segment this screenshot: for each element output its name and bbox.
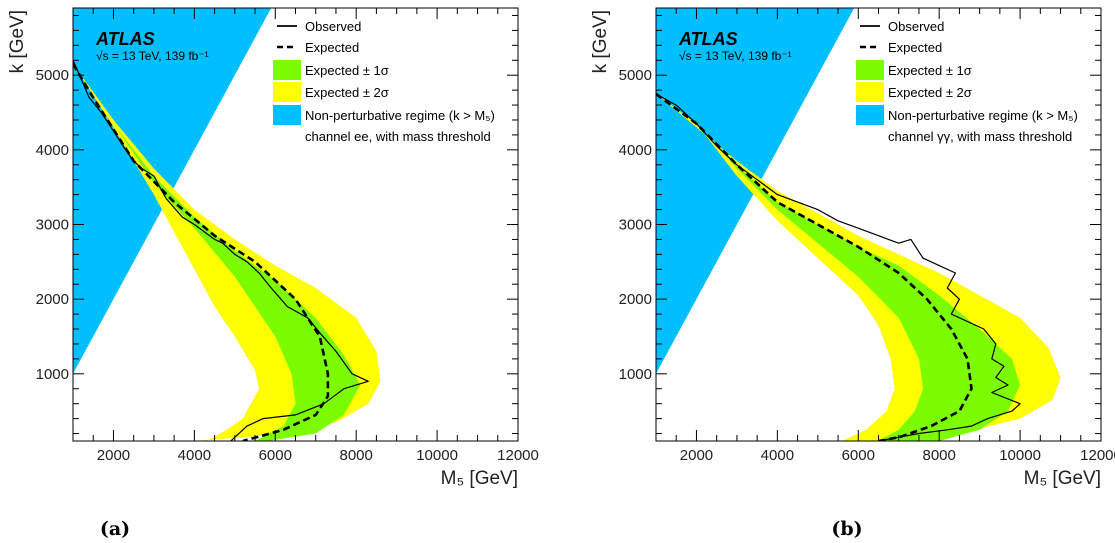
energy-label: √s = 13 TeV, 139 fb⁻¹ [96,49,209,63]
legend-band2-swatch [856,82,884,102]
x-axis-label: M₅ [GeV] [1024,468,1101,489]
y-tick-label: 4000 [36,142,69,159]
atlas-label: ATLAS [678,29,738,49]
observed-line [73,60,369,441]
band-1sigma [656,93,1021,441]
x-tick-label: 8000 [922,447,955,464]
legend-expected-label: Expected [305,40,359,55]
y-tick-label: 2000 [619,291,652,308]
energy-label: √s = 13 TeV, 139 fb⁻¹ [679,49,792,63]
y-tick-label: 1000 [36,366,69,383]
plot-area [73,8,381,441]
x-tick-label: 4000 [761,447,794,464]
y-tick-label: 3000 [619,217,652,234]
expected-line [656,92,973,441]
legend-expected-label: Expected [888,40,942,55]
panel-caption: (a) [100,518,130,540]
legend-observed-label: Observed [305,19,361,34]
legend-channel-label: channel ee, with mass threshold [305,129,491,144]
x-tick-label: 4000 [178,447,211,464]
legend-channel-label: channel γγ, with mass threshold [888,129,1072,144]
plot-panel-a: 2000 4000 6000 8000 10000 12000 1000 2000 3000 40… [7,7,539,540]
y-tick-label: 2000 [36,291,69,308]
y-tick-label: 1000 [619,366,652,383]
panel-caption: (b) [831,518,862,540]
legend-band2-swatch [273,82,301,102]
legend-nonpert-swatch [856,105,884,125]
x-tick-label: 2000 [680,447,713,464]
plot-panel-b: 2000 4000 6000 8000 10000 12000 1000 2000 3000 40… [590,7,1115,540]
legend-nonpert-swatch [273,105,301,125]
legend-band2-label: Expected ± 2σ [888,85,972,100]
x-tick-label: 6000 [842,447,875,464]
plot-area [656,8,1061,441]
x-tick-label: 12000 [497,447,539,464]
legend-nonpert-label: Non-perturbative regime (k > M₅) [888,108,1078,123]
band-1sigma [73,64,361,441]
legend-nonpert-label: Non-perturbative regime (k > M₅) [305,108,495,123]
x-axis-label: M₅ [GeV] [441,468,518,489]
y-axis-label: k [GeV] [590,10,611,73]
y-axis-label: k [GeV] [7,10,28,73]
legend-band1-label: Expected ± 1σ [305,63,389,78]
x-tick-label: 6000 [259,447,292,464]
y-tick-label: 4000 [619,142,652,159]
legend-band1-swatch [273,60,301,80]
legend-band2-label: Expected ± 2σ [305,85,389,100]
atlas-label: ATLAS [95,29,155,49]
x-tick-label: 10000 [999,447,1041,464]
y-tick-label: 3000 [36,217,69,234]
y-tick-label: 5000 [36,67,69,84]
observed-line [656,93,1021,441]
y-tick-label: 5000 [619,67,652,84]
x-tick-label: 2000 [97,447,130,464]
x-tick-label: 12000 [1080,447,1115,464]
x-tick-label: 10000 [416,447,458,464]
legend-band1-label: Expected ± 1σ [888,63,972,78]
x-tick-label: 8000 [339,447,372,464]
legend-band1-swatch [856,60,884,80]
legend-observed-label: Observed [888,19,944,34]
